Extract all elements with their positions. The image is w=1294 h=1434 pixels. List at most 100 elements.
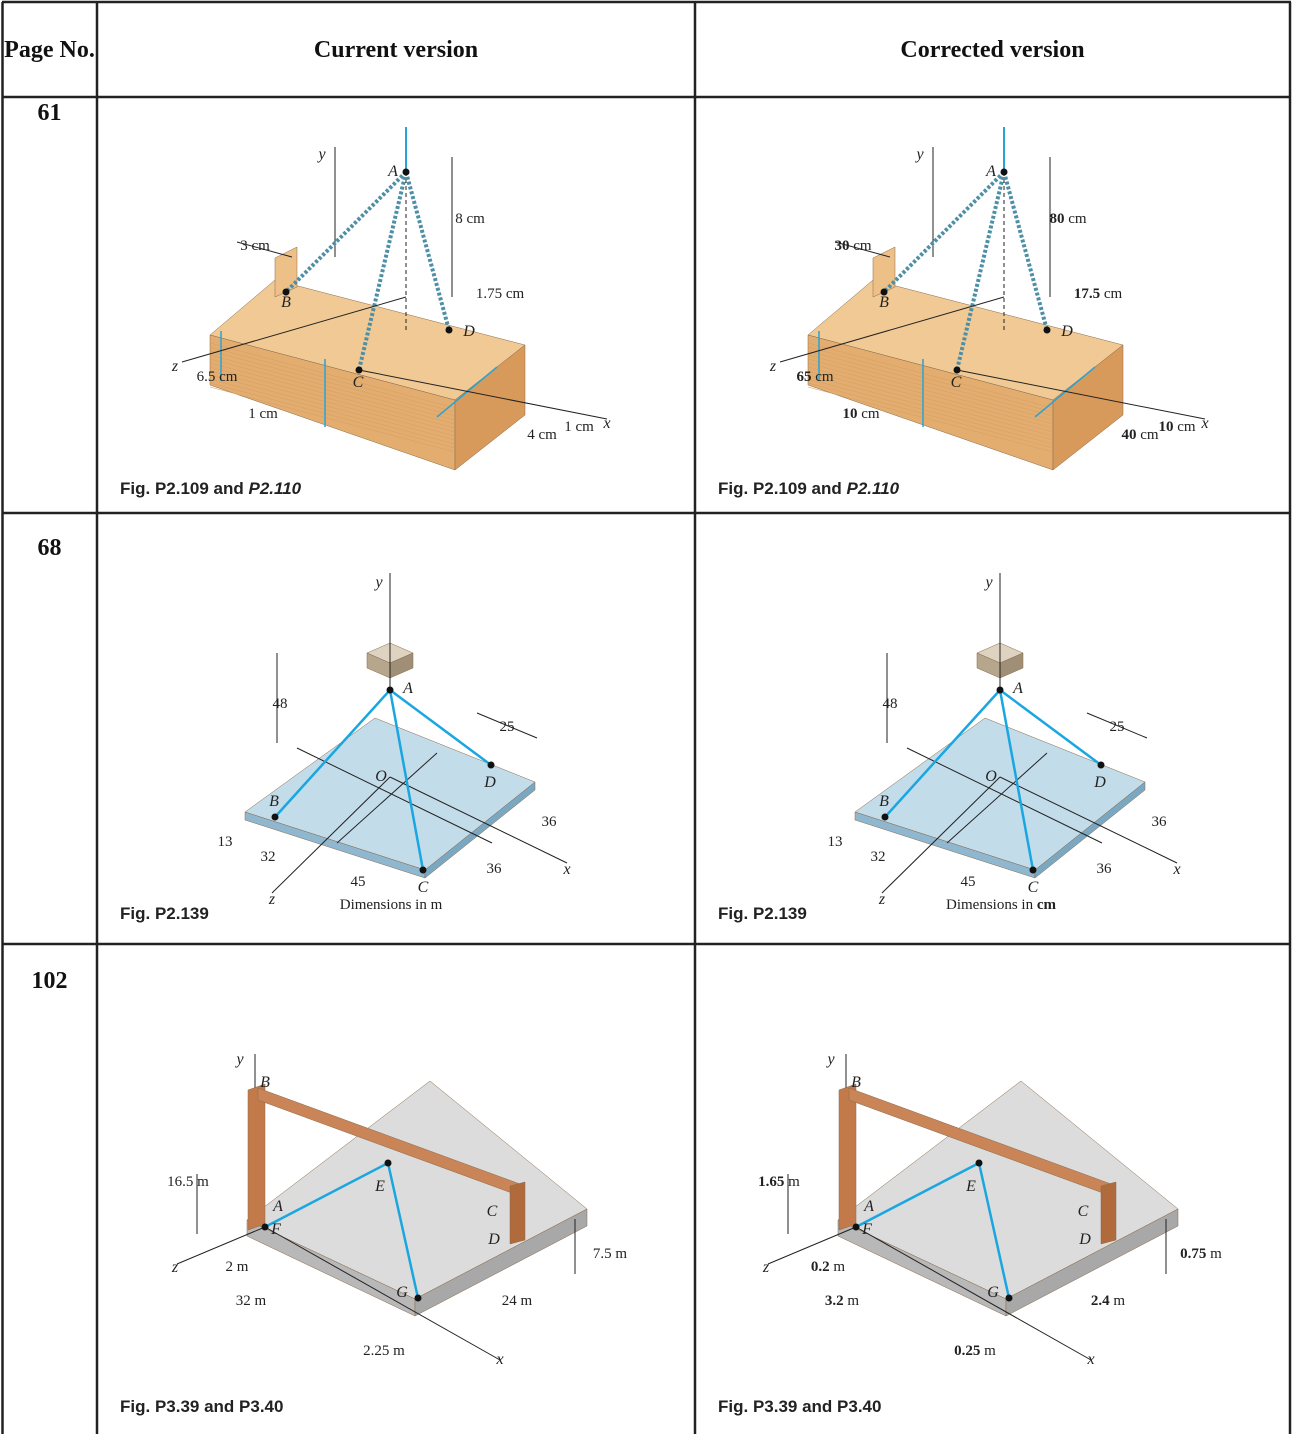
text-part: 65	[796, 369, 811, 385]
point-label: z	[878, 891, 886, 908]
text-part: cm	[1140, 427, 1159, 443]
point-label: A	[863, 1198, 874, 1215]
point	[387, 687, 394, 694]
text-part: B	[269, 793, 279, 810]
text-part: C	[353, 374, 364, 391]
point	[1044, 327, 1051, 334]
dimension-label: 0.75 m	[1180, 1246, 1222, 1262]
text-part: z	[769, 358, 777, 375]
point-label: A	[402, 680, 413, 697]
point	[403, 169, 410, 176]
text-part: 45	[961, 874, 976, 890]
text-part: D	[462, 323, 475, 340]
dimension-label: 0.25 m	[954, 1343, 996, 1359]
text-part: y	[316, 146, 326, 163]
point-label: C	[418, 879, 429, 896]
text-part: cm	[1037, 897, 1057, 913]
text-part: 2	[226, 1259, 234, 1275]
point-label: z	[171, 1259, 179, 1276]
text-part: A	[272, 1198, 283, 1215]
text-part: 36	[1097, 861, 1113, 877]
text-part: Fig. P2.109 and	[718, 479, 842, 498]
point	[1098, 762, 1105, 769]
line	[768, 1227, 856, 1264]
point-label: z	[171, 358, 179, 375]
dimension-label: 32 m	[236, 1293, 267, 1309]
point-label: y	[316, 146, 326, 163]
text-part: Fig. P2.139	[718, 904, 807, 923]
figure: yBEACFDGzx16.5 m7.5 m2 m32 m24 m2.25 mFi…	[120, 1051, 627, 1417]
shape	[1101, 1182, 1116, 1244]
text-part: cm	[861, 406, 880, 422]
point-label: B	[879, 793, 889, 810]
text-part: 80	[1049, 211, 1064, 227]
text-part: 36	[487, 861, 503, 877]
text-part: D	[1093, 774, 1106, 791]
point-label: B	[281, 294, 291, 311]
dimension-label: 1.65 m	[758, 1174, 800, 1190]
text-part: m	[615, 1246, 627, 1262]
dimension-label: 48	[273, 696, 288, 712]
dimension-label: 8 cm	[455, 211, 485, 227]
text-part: cm	[538, 427, 557, 443]
point-label: A	[985, 163, 996, 180]
text-part: C	[487, 1203, 498, 1220]
text-part: y	[914, 146, 924, 163]
text-part: y	[234, 1051, 244, 1068]
shape	[839, 1084, 856, 1230]
text-part: Dimensions in	[340, 897, 428, 913]
text-part: x	[1200, 415, 1208, 432]
figure: yBEACFDGzx1.65 m0.75 m0.2 m3.2 m2.4 m0.2…	[718, 1051, 1222, 1417]
text-part: 0.2	[811, 1259, 830, 1275]
point-label: C	[951, 374, 962, 391]
text-part: P2.110	[847, 479, 900, 498]
text-part: m	[847, 1293, 859, 1309]
text-part: cm	[853, 238, 872, 254]
point	[488, 762, 495, 769]
text-part: B	[879, 793, 889, 810]
figure: yAODBxCz48253613323645Dimensions in mFig…	[120, 573, 571, 923]
point-label: C	[353, 374, 364, 391]
point	[446, 327, 453, 334]
point-label: x	[495, 1351, 503, 1368]
point-label: y	[983, 574, 993, 591]
text-part: 2.4	[1091, 1293, 1110, 1309]
dimension-label: 0.2 m	[811, 1259, 846, 1275]
text-part: G	[987, 1284, 999, 1301]
text-part: 32	[236, 1293, 251, 1309]
point-label: B	[269, 793, 279, 810]
text-part: 10	[1158, 419, 1173, 435]
text-part: 6.5	[197, 369, 216, 385]
shape	[855, 718, 1145, 870]
dimension-label: 1.75 cm	[476, 286, 525, 302]
text-part: C	[951, 374, 962, 391]
point	[1006, 1295, 1013, 1302]
point-label: B	[260, 1074, 270, 1091]
point	[272, 814, 279, 821]
text-part: m	[431, 897, 443, 913]
text-part: z	[171, 1259, 179, 1276]
dimension-label: 36	[542, 814, 558, 830]
dimension-label: 25	[1110, 719, 1125, 735]
text-part: m	[833, 1259, 845, 1275]
text-part: D	[487, 1231, 500, 1248]
point-label: x	[1172, 861, 1180, 878]
text-part: O	[375, 768, 387, 785]
text-part: 48	[883, 696, 898, 712]
text-part: 3.2	[825, 1293, 844, 1309]
point-label: x	[602, 415, 610, 432]
point-label: y	[234, 1051, 244, 1068]
dimension-label: 10 cm	[842, 406, 879, 422]
text-part: A	[985, 163, 996, 180]
dimension-label: 24 m	[502, 1293, 533, 1309]
text-part: 48	[273, 696, 288, 712]
text-part: m	[237, 1259, 249, 1275]
figure-caption: Fig. P2.109 and P2.110	[120, 479, 302, 498]
text-part: cm	[1068, 211, 1087, 227]
text-part: D	[1060, 323, 1073, 340]
figure-caption: Fig. P3.39 and P3.40	[120, 1397, 283, 1416]
dimension-label: 2 m	[226, 1259, 249, 1275]
dimension-label: 30 cm	[834, 238, 871, 254]
